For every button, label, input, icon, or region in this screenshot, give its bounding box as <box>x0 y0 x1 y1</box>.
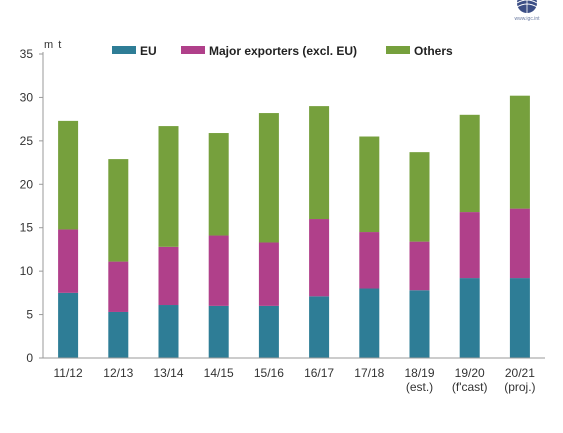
legend-swatch <box>181 46 205 54</box>
legend-label: EU <box>140 44 157 58</box>
x-tick-label: 12/13 <box>103 366 133 380</box>
bar-eu-7 <box>409 290 430 358</box>
bar-others-4 <box>258 113 279 243</box>
bars <box>58 95 530 358</box>
legend-label: Major exporters (excl. EU) <box>209 44 357 58</box>
bar-eu-3 <box>208 305 229 358</box>
logo: www.igc.int <box>514 0 540 22</box>
y-tick-label: 15 <box>20 221 34 235</box>
bar-others-1 <box>108 159 129 262</box>
bar-others-6 <box>359 136 380 233</box>
bar-major-exporters-excl-eu-3 <box>208 235 229 306</box>
x-tick-label: 17/18 <box>354 366 384 380</box>
bar-others-5 <box>309 106 330 220</box>
y-axis-unit: m t <box>44 39 62 51</box>
bar-eu-2 <box>158 305 179 358</box>
bar-others-9 <box>509 95 530 209</box>
y-tick-label: 30 <box>20 90 34 104</box>
legend-label: Others <box>414 44 453 58</box>
x-tick-label: 14/15 <box>204 366 234 380</box>
x-tick-label: 16/17 <box>304 366 334 380</box>
bar-others-7 <box>409 152 430 242</box>
bar-others-8 <box>459 114 480 213</box>
bar-major-exporters-excl-eu-9 <box>509 208 530 279</box>
globe-icon <box>516 0 538 13</box>
bar-eu-6 <box>359 288 380 358</box>
bar-major-exporters-excl-eu-7 <box>409 241 430 291</box>
x-tick-label: 11/12 <box>54 366 83 380</box>
legend: EU Major exporters (excl. EU) Others <box>112 44 453 58</box>
bar-major-exporters-excl-eu-5 <box>309 219 330 297</box>
bar-eu-9 <box>509 278 530 358</box>
logo-text: www.igc.int <box>514 16 540 22</box>
bar-major-exporters-excl-eu-6 <box>359 232 380 289</box>
y-axis: 0 5 10 15 20 25 30 35 <box>20 47 44 365</box>
bar-major-exporters-excl-eu-2 <box>158 246 179 306</box>
bar-others-3 <box>208 133 229 236</box>
bar-others-2 <box>158 126 179 247</box>
x-tick-label: 19/20 (f'cast) <box>452 366 488 394</box>
bar-eu-1 <box>108 311 129 358</box>
y-tick-label: 5 <box>26 308 33 322</box>
bar-eu-4 <box>258 305 279 358</box>
x-axis: 11/12 12/13 13/14 14/15 15/16 16/17 17/18 18/19… <box>43 357 545 394</box>
bar-others-0 <box>58 120 79 230</box>
y-tick-label: 25 <box>20 134 34 148</box>
bar-major-exporters-excl-eu-0 <box>58 229 79 293</box>
x-tick-label: 13/14 <box>153 366 183 380</box>
bar-eu-8 <box>459 278 480 358</box>
y-tick-label: 35 <box>20 47 34 61</box>
x-tick-label: 15/16 <box>254 366 284 380</box>
bar-major-exporters-excl-eu-1 <box>108 261 129 312</box>
bar-major-exporters-excl-eu-8 <box>459 212 480 279</box>
legend-swatch <box>112 46 136 54</box>
y-tick-label: 0 <box>26 351 33 365</box>
y-tick-label: 10 <box>20 264 34 278</box>
bar-major-exporters-excl-eu-4 <box>258 242 279 306</box>
x-tick-label: 18/19 (est.) <box>404 366 434 394</box>
bar-eu-0 <box>58 292 79 358</box>
y-tick-label: 20 <box>20 177 34 191</box>
x-tick-label: 20/21 (proj.) <box>504 366 535 394</box>
legend-swatch <box>386 46 410 54</box>
bar-eu-5 <box>309 296 330 358</box>
